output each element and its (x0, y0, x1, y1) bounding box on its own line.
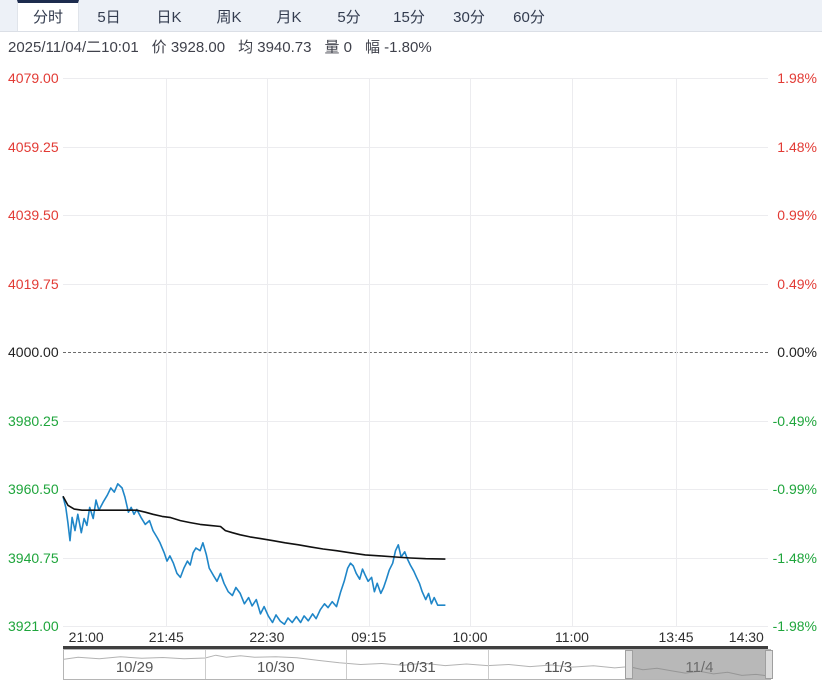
price-axis-label: 4059.25 (8, 138, 59, 155)
time-gridline (368, 78, 370, 626)
price-gridline (63, 146, 768, 148)
navigator-date-10/30[interactable]: 10/30 (257, 659, 295, 676)
tab-60分[interactable]: 60分 (513, 9, 545, 26)
time-gridline (166, 78, 168, 626)
percent-axis-label: 0.00% (777, 344, 817, 360)
time-axis-label: 21:00 (68, 629, 104, 645)
percent-axis-label: -1.98% (772, 618, 817, 634)
percent-axis-label: -0.99% (772, 481, 817, 497)
percent-axis-label: 1.48% (777, 138, 817, 155)
average-line (62, 495, 446, 560)
percent-axis-label: 1.98% (777, 70, 817, 86)
tab-分时[interactable]: 分时 (17, 0, 79, 31)
time-axis-label: 09:15 (351, 629, 387, 645)
navigator-selected-window[interactable] (628, 650, 770, 679)
quote-field-3: 量 0 (324, 39, 352, 56)
quote-field-1: 价 3928.00 (151, 39, 226, 56)
time-axis-label: 14:30 (728, 629, 764, 645)
price-axis-label: 4039.50 (8, 207, 59, 223)
percent-axis-label: 0.99% (777, 207, 817, 223)
price-gridline (63, 215, 768, 216)
tab-日K[interactable]: 日K (156, 9, 182, 26)
navigator-right-handle[interactable] (765, 650, 773, 679)
time-axis-label: 11:00 (554, 629, 589, 645)
quote-info-bar: 2025/11/04/二10:01 价 3928.00 均 3940.73 量 0 幅 … (0, 33, 822, 63)
price-gridline (63, 489, 768, 490)
tab-5日[interactable]: 5日 (97, 9, 121, 26)
quote-field-0: 2025/11/04/二10:01 (8, 39, 139, 56)
percent-axis-label: -1.48% (772, 549, 817, 566)
price-axis-label: 3940.75 (8, 549, 59, 566)
navigator-date-11/3[interactable]: 11/3 (544, 659, 573, 676)
time-axis-label: 10:00 (452, 629, 488, 645)
percent-axis-label: 0.49% (777, 275, 817, 292)
period-tab-bar: 分时 5日 日K 周K 月K 5分 15分 30分 60分 (0, 0, 822, 32)
quote-field-2: 均 3940.73 (238, 39, 312, 56)
time-axis-label: 13:45 (658, 629, 694, 645)
time-axis-label: 22:30 (249, 629, 285, 645)
tab-30分[interactable]: 30分 (453, 9, 485, 26)
navigator-date-10/31[interactable]: 10/31 (398, 659, 436, 676)
navigator-left-handle[interactable] (624, 650, 633, 679)
chart-area[interactable]: 4079.00 1.98% 4059.25 1.48% 4039.50 0.99% 4019… (0, 64, 822, 649)
navigator-date-10/29[interactable]: 10/29 (115, 659, 154, 676)
tab-月K[interactable]: 月K (276, 9, 302, 26)
time-gridline (571, 78, 573, 626)
time-gridline (470, 78, 472, 626)
tab-5分[interactable]: 5分 (337, 9, 361, 26)
price-axis-label: 4000.00 (8, 344, 59, 360)
tab-周K[interactable]: 周K (216, 9, 242, 26)
price-chart-canvas[interactable] (0, 64, 822, 649)
price-axis-label: 3960.50 (8, 481, 59, 497)
time-gridline (266, 78, 268, 626)
tab-15分[interactable]: 15分 (393, 9, 425, 26)
price-axis-label: 3980.25 (8, 412, 59, 429)
time-axis-separator (63, 646, 768, 649)
price-axis-label: 4079.00 (8, 70, 59, 86)
price-gridline (63, 283, 768, 285)
price-gridline (63, 420, 768, 422)
price-axis-label: 4019.75 (8, 275, 59, 292)
price-axis-label: 3921.00 (8, 618, 59, 634)
quote-field-4: 幅 -1.80% (364, 39, 432, 56)
navigator-segment-divider (346, 650, 348, 679)
time-gridline (676, 78, 678, 626)
percent-axis-label: -0.49% (772, 412, 817, 429)
navigator-segment-divider (487, 650, 489, 679)
price-gridline (63, 78, 768, 79)
prev-close-dashed-line (63, 352, 768, 354)
price-gridline (63, 626, 768, 627)
time-axis-label: 21:45 (148, 629, 184, 645)
navigator-segment-divider (205, 650, 207, 679)
price-line (62, 482, 446, 626)
